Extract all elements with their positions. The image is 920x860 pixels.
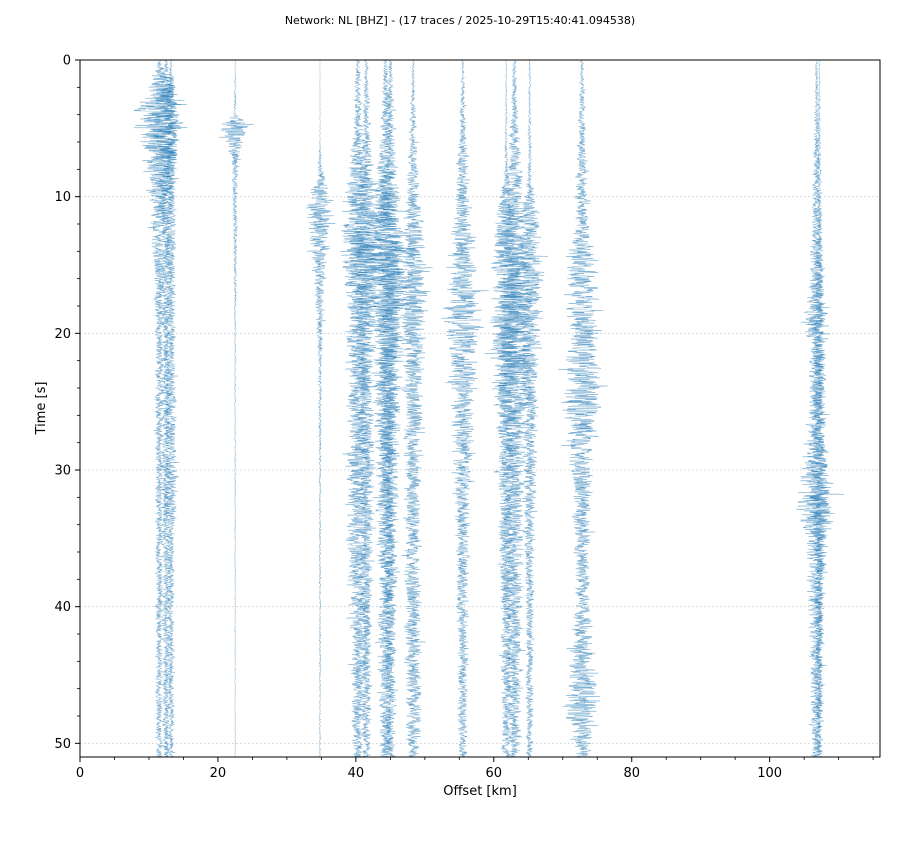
x-axis-label: Offset [km] bbox=[443, 784, 517, 799]
x-tick-label: 20 bbox=[210, 766, 227, 781]
y-tick-label: 30 bbox=[54, 464, 71, 479]
y-tick-label: 0 bbox=[63, 54, 71, 69]
chart-title: Network: NL [BHZ] - (17 traces / 2025-10… bbox=[285, 14, 635, 27]
y-tick-label: 40 bbox=[54, 600, 71, 615]
x-tick-label: 80 bbox=[623, 766, 640, 781]
trace-3 bbox=[163, 59, 180, 758]
trace-9 bbox=[363, 59, 416, 758]
trace-10 bbox=[398, 59, 433, 758]
trace-1 bbox=[133, 59, 188, 758]
axes: 0 20 40 60 80 100 0 10 20 30 40 50 bbox=[54, 54, 881, 781]
y-tick-label: 50 bbox=[54, 737, 71, 752]
x-tick-label: 0 bbox=[76, 766, 84, 781]
x-tick-label: 40 bbox=[348, 766, 365, 781]
x-tick-label: 60 bbox=[486, 766, 503, 781]
trace-13 bbox=[493, 59, 535, 758]
trace-6 bbox=[340, 59, 383, 758]
grid-lines bbox=[80, 59, 880, 744]
y-tick-label: 20 bbox=[54, 327, 71, 342]
trace-4 bbox=[219, 59, 254, 758]
x-tick-label: 100 bbox=[757, 766, 782, 781]
trace-7 bbox=[349, 59, 385, 758]
plot-frame bbox=[79, 59, 881, 758]
y-tick-label: 10 bbox=[54, 190, 71, 205]
seismic-traces bbox=[133, 59, 844, 758]
trace-17 bbox=[808, 59, 831, 758]
trace-8 bbox=[366, 59, 408, 758]
trace-14 bbox=[513, 59, 548, 758]
y-axis-label: Time [s] bbox=[34, 382, 49, 436]
trace-5 bbox=[306, 59, 336, 758]
trace-11 bbox=[441, 59, 489, 758]
trace-15 bbox=[558, 59, 608, 758]
